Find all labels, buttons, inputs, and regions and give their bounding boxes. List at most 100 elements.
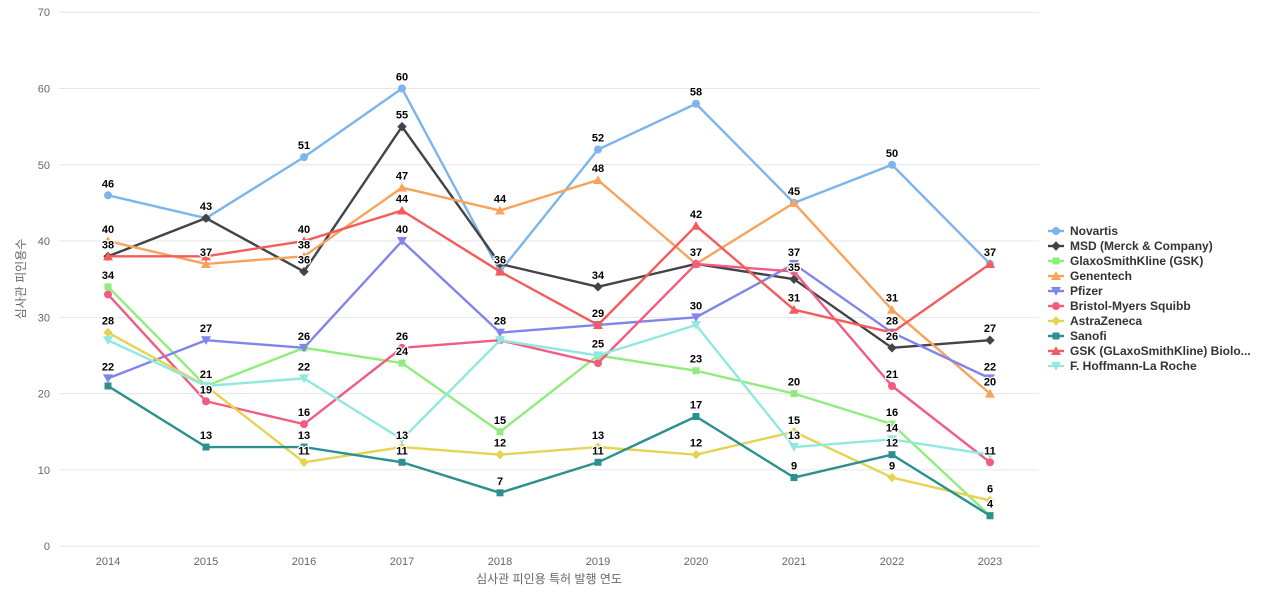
legend-novartis-marker[interactable]	[1052, 227, 1060, 235]
pfizer-marker[interactable]	[789, 259, 799, 269]
sanofi-marker[interactable]	[300, 443, 308, 451]
series-line-astrazeneca[interactable]	[106, 331, 992, 502]
sanofi-marker[interactable]	[790, 474, 798, 482]
sanofi-marker[interactable]	[398, 458, 406, 466]
series-line-pfizer[interactable]	[106, 239, 992, 380]
novartis-marker[interactable]	[104, 191, 112, 200]
legend-label-bristol-myers-squibb[interactable]: Bristol-Myers Squibb	[1070, 299, 1191, 313]
series-line-genentech[interactable]	[106, 178, 992, 395]
gsk-glaxosmithkline-biolo-marker[interactable]	[299, 236, 309, 246]
astrazeneca-marker[interactable]	[691, 449, 701, 460]
legend-label-sanofi[interactable]: Sanofi	[1070, 329, 1107, 343]
novartis-marker[interactable]	[300, 153, 308, 162]
sanofi-marker[interactable]	[104, 382, 112, 390]
astrazeneca-marker[interactable]	[789, 427, 799, 437]
legend-genentech-marker[interactable]	[1051, 271, 1061, 280]
genentech-marker[interactable]	[299, 251, 309, 261]
legend-item-f-hoffmann-la-roche[interactable]: F. Hoffmann-La Roche	[1048, 359, 1197, 373]
pfizer-marker[interactable]	[495, 328, 505, 338]
bristol-myers-squibb-marker[interactable]	[594, 359, 602, 368]
legend-sanofi-marker[interactable]	[1052, 332, 1060, 340]
series-line-sanofi[interactable]	[106, 384, 992, 517]
glaxosmithkline-gsk-marker[interactable]	[104, 283, 112, 291]
legend-label-gsk-glaxosmithkline-biolo[interactable]: GSK (GLaxoSmithKline) Biolo...	[1070, 344, 1251, 358]
glaxosmithkline-gsk-marker[interactable]	[888, 420, 896, 428]
bristol-myers-squibb-marker[interactable]	[202, 397, 210, 406]
gsk-glaxosmithkline-biolo-marker[interactable]	[201, 251, 211, 261]
legend-label-msd-merck-company[interactable]: MSD (Merck & Company)	[1070, 239, 1213, 253]
f-hoffmann-la-roche-marker[interactable]	[789, 443, 799, 452]
legend-label-novartis[interactable]: Novartis	[1070, 224, 1118, 238]
msd-merck-company-marker[interactable]	[299, 266, 309, 277]
gsk-glaxosmithkline-biolo-marker[interactable]	[985, 259, 995, 268]
genentech-marker[interactable]	[593, 175, 603, 185]
legend-label-astrazeneca[interactable]: AstraZeneca	[1070, 314, 1142, 328]
legend-f-hoffmann-la-roche-marker[interactable]	[1051, 362, 1061, 371]
bristol-myers-squibb-marker[interactable]	[986, 458, 994, 467]
legend-label-f-hoffmann-la-roche[interactable]: F. Hoffmann-La Roche	[1070, 359, 1197, 373]
series-line-msd-merck-company[interactable]	[106, 125, 992, 350]
glaxosmithkline-gsk-marker[interactable]	[496, 428, 504, 436]
series-line-glaxosmithkline-gsk[interactable]	[106, 285, 992, 517]
genentech-marker[interactable]	[495, 205, 505, 215]
gsk-glaxosmithkline-biolo-marker[interactable]	[495, 266, 505, 276]
f-hoffmann-la-roche-marker[interactable]	[397, 435, 407, 445]
genentech-marker[interactable]	[789, 198, 799, 207]
astrazeneca-marker[interactable]	[495, 449, 505, 460]
legend-label-glaxosmithkline-gsk[interactable]: GlaxoSmithKline (GSK)	[1070, 254, 1203, 268]
bristol-myers-squibb-marker[interactable]	[300, 420, 308, 429]
msd-merck-company-marker[interactable]	[201, 213, 211, 223]
pfizer-marker[interactable]	[397, 237, 407, 246]
msd-merck-company-marker[interactable]	[887, 343, 897, 353]
legend-gsk-glaxosmithkline-biolo-marker[interactable]	[1051, 346, 1061, 355]
f-hoffmann-la-roche-marker[interactable]	[495, 336, 505, 345]
pfizer-marker[interactable]	[985, 374, 995, 384]
f-hoffmann-la-roche-marker[interactable]	[299, 374, 309, 384]
f-hoffmann-la-roche-marker[interactable]	[593, 351, 603, 361]
bristol-myers-squibb-marker[interactable]	[104, 290, 112, 299]
legend-item-bristol-myers-squibb[interactable]: Bristol-Myers Squibb	[1048, 299, 1191, 313]
genentech-marker[interactable]	[201, 259, 211, 268]
bristol-myers-squibb-marker[interactable]	[888, 382, 896, 390]
series-line-bristol-myers-squibb[interactable]	[106, 262, 992, 464]
legend-pfizer-marker[interactable]	[1051, 287, 1061, 296]
glaxosmithkline-gsk-marker[interactable]	[790, 390, 798, 398]
series-line-gsk-glaxosmithkline-biolo[interactable]	[106, 209, 992, 334]
gsk-glaxosmithkline-biolo-marker[interactable]	[593, 320, 603, 329]
legend-item-astrazeneca[interactable]: AstraZeneca	[1048, 314, 1142, 328]
msd-merck-company-marker[interactable]	[397, 121, 407, 132]
genentech-marker[interactable]	[397, 182, 407, 192]
legend-item-genentech[interactable]: Genentech	[1048, 269, 1132, 283]
f-hoffmann-la-roche-marker[interactable]	[887, 435, 897, 445]
gsk-glaxosmithkline-biolo-marker[interactable]	[887, 327, 897, 337]
pfizer-marker[interactable]	[103, 374, 113, 384]
gsk-glaxosmithkline-biolo-marker[interactable]	[397, 205, 407, 215]
f-hoffmann-la-roche-marker[interactable]	[103, 336, 113, 345]
astrazeneca-marker[interactable]	[985, 495, 995, 506]
legend-item-sanofi[interactable]: Sanofi	[1048, 329, 1107, 343]
astrazeneca-marker[interactable]	[397, 442, 407, 452]
genentech-marker[interactable]	[985, 388, 995, 398]
bristol-myers-squibb-marker[interactable]	[398, 343, 406, 352]
legend-bristol-myers-squibb-marker[interactable]	[1052, 302, 1060, 310]
f-hoffmann-la-roche-marker[interactable]	[201, 382, 211, 391]
msd-merck-company-marker[interactable]	[593, 282, 603, 292]
legend-astrazeneca-marker[interactable]	[1051, 316, 1061, 326]
gsk-glaxosmithkline-biolo-marker[interactable]	[691, 221, 701, 230]
astrazeneca-marker[interactable]	[103, 327, 113, 338]
legend-item-msd-merck-company[interactable]: MSD (Merck & Company)	[1048, 239, 1213, 253]
legend-msd-merck-company-marker[interactable]	[1051, 241, 1061, 251]
bristol-myers-squibb-marker[interactable]	[790, 267, 798, 276]
glaxosmithkline-gsk-marker[interactable]	[398, 359, 406, 367]
novartis-marker[interactable]	[398, 84, 406, 93]
sanofi-marker[interactable]	[692, 413, 700, 421]
series-line-novartis[interactable]	[106, 87, 992, 273]
gsk-glaxosmithkline-biolo-marker[interactable]	[789, 305, 799, 314]
novartis-marker[interactable]	[692, 99, 700, 108]
legend-item-gsk-glaxosmithkline-biolo[interactable]: GSK (GLaxoSmithKline) Biolo...	[1048, 344, 1251, 358]
pfizer-marker[interactable]	[691, 313, 701, 323]
pfizer-marker[interactable]	[299, 343, 309, 353]
sanofi-marker[interactable]	[496, 489, 504, 497]
sanofi-marker[interactable]	[594, 458, 602, 466]
pfizer-marker[interactable]	[201, 336, 211, 345]
